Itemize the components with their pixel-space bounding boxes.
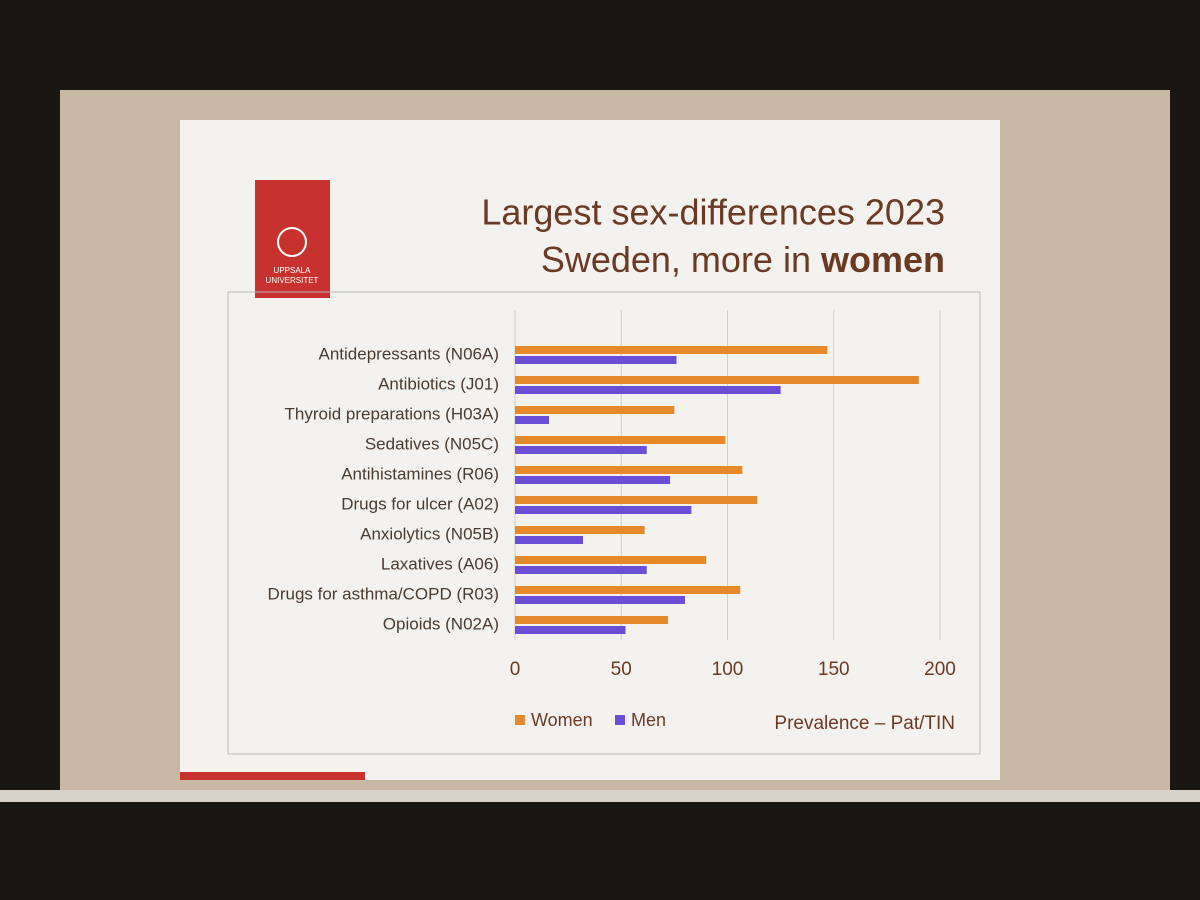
x-tick-label: 100 xyxy=(712,659,744,680)
bar xyxy=(515,616,668,624)
bar xyxy=(515,376,919,384)
screen-bottom xyxy=(0,790,1200,802)
y-tick-label: Thyroid preparations (H03A) xyxy=(285,404,499,423)
bar xyxy=(515,416,549,424)
logo-box xyxy=(255,180,330,298)
chart-title: Largest sex-differences 2023 xyxy=(481,192,945,233)
bar xyxy=(515,586,741,594)
footer-bar xyxy=(180,772,365,780)
subtitle-text: Sweden, more in xyxy=(541,239,811,280)
y-tick-label: Opioids (N02A) xyxy=(383,614,499,633)
x-tick-label: 200 xyxy=(924,659,956,680)
logo-seal xyxy=(277,227,307,257)
y-tick-label: Antibiotics (J01) xyxy=(378,374,499,393)
y-tick-label: Anxiolytics (N05B) xyxy=(360,524,499,543)
bar xyxy=(515,476,671,484)
y-tick-label: Drugs for ulcer (A02) xyxy=(341,494,499,513)
bar xyxy=(515,556,707,564)
logo-text: UPPSALA xyxy=(274,266,312,275)
legend-swatch xyxy=(615,715,625,725)
bar xyxy=(515,566,647,574)
x-tick-label: 50 xyxy=(611,659,632,680)
y-tick-label: Drugs for asthma/COPD (R03) xyxy=(268,584,499,603)
x-axis-label: Prevalence – Pat/TIN xyxy=(774,713,955,734)
bar xyxy=(515,446,647,454)
bar xyxy=(515,596,685,604)
y-tick-label: Laxatives (A06) xyxy=(381,554,499,573)
bar xyxy=(515,506,692,514)
chart-frame xyxy=(227,291,981,755)
bar xyxy=(515,526,645,534)
bar xyxy=(515,386,781,394)
y-tick-label: Antihistamines (R06) xyxy=(341,464,499,483)
x-tick-label: 150 xyxy=(818,659,850,680)
bar xyxy=(515,626,626,634)
bar xyxy=(515,466,743,474)
subtitle-emphasis: women xyxy=(820,239,945,280)
bar xyxy=(515,346,828,354)
chart-subtitle: Sweden, more in women xyxy=(541,239,945,280)
y-tick-label: Sedatives (N05C) xyxy=(365,434,499,453)
legend-label: Men xyxy=(631,710,666,730)
bar xyxy=(515,356,677,364)
y-tick-label: Antidepressants (N06A) xyxy=(319,344,499,363)
bar xyxy=(515,406,675,414)
logo-text: UNIVERSITET xyxy=(266,276,319,285)
bar xyxy=(515,436,726,444)
bar xyxy=(515,496,758,504)
legend-label: Women xyxy=(531,710,593,730)
bar xyxy=(515,536,583,544)
x-tick-label: 0 xyxy=(510,659,521,680)
legend-swatch xyxy=(515,715,525,725)
